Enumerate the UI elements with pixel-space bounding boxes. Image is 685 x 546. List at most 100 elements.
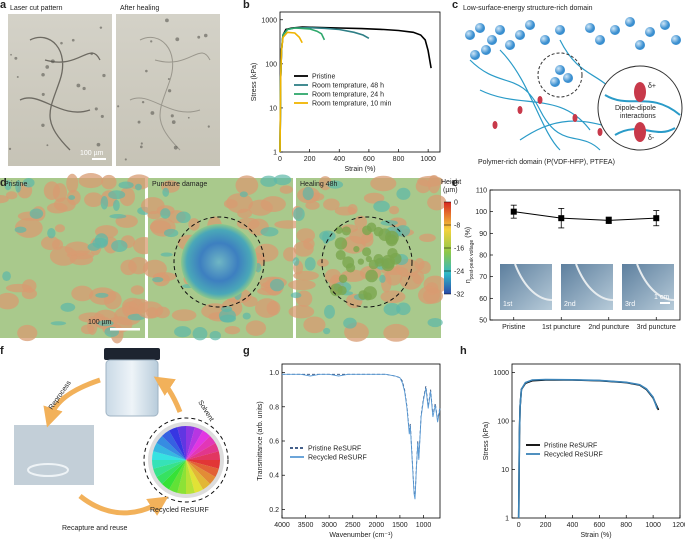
legend-label: Recycled ReSURF — [308, 455, 367, 462]
texture — [345, 263, 356, 273]
texture — [362, 247, 372, 257]
dipole — [572, 114, 578, 122]
texture — [29, 208, 44, 219]
scale-label: 100 µm — [88, 319, 112, 326]
speckle — [197, 35, 201, 39]
x-axis-label: Strain (%) — [580, 532, 611, 539]
x-tick-label: 400 — [567, 522, 579, 529]
speckle — [46, 144, 49, 147]
speckle — [99, 26, 103, 29]
sphere — [585, 23, 595, 33]
colorbar-tick-label: 0 — [454, 200, 458, 207]
texture — [290, 292, 302, 299]
texture — [64, 241, 91, 257]
panel-e-insets: 1st 2nd 3rd 1 cm — [500, 263, 675, 310]
texture — [266, 300, 281, 316]
series-line — [282, 373, 441, 500]
y-tick-label: 100 — [475, 209, 487, 216]
x-tick-label: 1000 — [645, 522, 661, 529]
speckle — [71, 38, 75, 42]
speckle — [150, 111, 155, 115]
speckle — [137, 120, 141, 124]
texture — [324, 269, 342, 284]
texture — [302, 186, 314, 201]
sphere — [635, 40, 645, 50]
texture — [239, 191, 248, 198]
speckle — [14, 56, 18, 60]
wheel-wedge — [186, 435, 216, 460]
texture — [358, 290, 368, 300]
texture — [136, 301, 164, 319]
step-label: Recapture and reuse — [62, 525, 127, 532]
texture — [163, 228, 179, 238]
texture — [335, 250, 346, 261]
plot-frame — [281, 363, 441, 519]
texture — [365, 255, 373, 263]
y-tick-label: 90 — [479, 231, 487, 238]
y-tick-label: 10 — [269, 105, 277, 112]
wheel-wedge — [169, 427, 186, 460]
texture — [338, 274, 348, 283]
x-tick-label: 3500 — [298, 522, 314, 529]
legend-label: Room temprature, 10 min — [312, 101, 391, 108]
texture — [111, 240, 128, 252]
series-line — [279, 26, 432, 153]
highlight-circle — [537, 52, 583, 98]
texture — [171, 309, 197, 322]
wheel-wedge — [177, 460, 186, 494]
dipole — [537, 96, 543, 104]
y-tick-label: 0.4 — [269, 473, 279, 480]
texture — [293, 241, 314, 257]
texture — [47, 227, 56, 239]
texture — [95, 292, 109, 298]
dipole — [634, 82, 646, 102]
wheel-wedge — [186, 460, 219, 477]
inset-label: 1st — [503, 301, 512, 308]
legend-label: Room temprature, 24 h — [312, 92, 384, 99]
speckle — [82, 86, 86, 91]
texture — [119, 187, 135, 207]
legend-label: Room temprature, 48 h — [312, 83, 384, 90]
x-tick-label: Pristine — [502, 324, 525, 331]
sphere — [540, 35, 550, 45]
wheel-wedge — [156, 435, 186, 460]
wheel-wedge — [152, 460, 186, 469]
wheel-wedge — [161, 430, 186, 460]
colorbar-title: Height (µm) — [441, 179, 461, 194]
speckle — [60, 41, 63, 45]
dipole — [517, 106, 523, 114]
series-line — [279, 31, 303, 153]
texture — [365, 269, 378, 283]
texture — [149, 220, 171, 234]
x-tick-label: 200 — [540, 522, 552, 529]
texture — [43, 181, 60, 200]
x-tick-label: 600 — [363, 156, 375, 163]
texture — [46, 202, 68, 214]
panel-label: b — [243, 0, 250, 11]
image-label: Healing 48h — [300, 181, 337, 188]
y-tick-label: 10 — [501, 467, 509, 474]
dashed-circle — [321, 216, 413, 308]
panel-label: h — [460, 345, 467, 357]
scale-label: 100 µm — [80, 150, 104, 157]
texture — [130, 285, 144, 295]
chart: 50 60 70 80 90 100 110 ηpost-peak voltage (%) Pri… — [465, 188, 681, 331]
panel-label: d — [0, 177, 7, 189]
y-axis-label: Transmittance (arb. units) — [257, 401, 264, 481]
wheel-wedge — [186, 427, 203, 460]
texture — [14, 217, 43, 238]
texture — [383, 303, 401, 316]
speckle — [139, 145, 143, 149]
wheel-wedge — [186, 460, 195, 494]
texture — [427, 194, 447, 211]
x-tick-label: 400 — [333, 156, 345, 163]
arrow — [43, 377, 101, 428]
texture — [273, 174, 292, 186]
speckle — [50, 59, 55, 64]
texture — [388, 205, 400, 215]
y-tick-label: 0.2 — [269, 507, 279, 514]
y-tick-label: 80 — [479, 253, 487, 260]
y-tick-label: 70 — [479, 274, 487, 281]
inset-label: 3rd — [625, 301, 635, 308]
